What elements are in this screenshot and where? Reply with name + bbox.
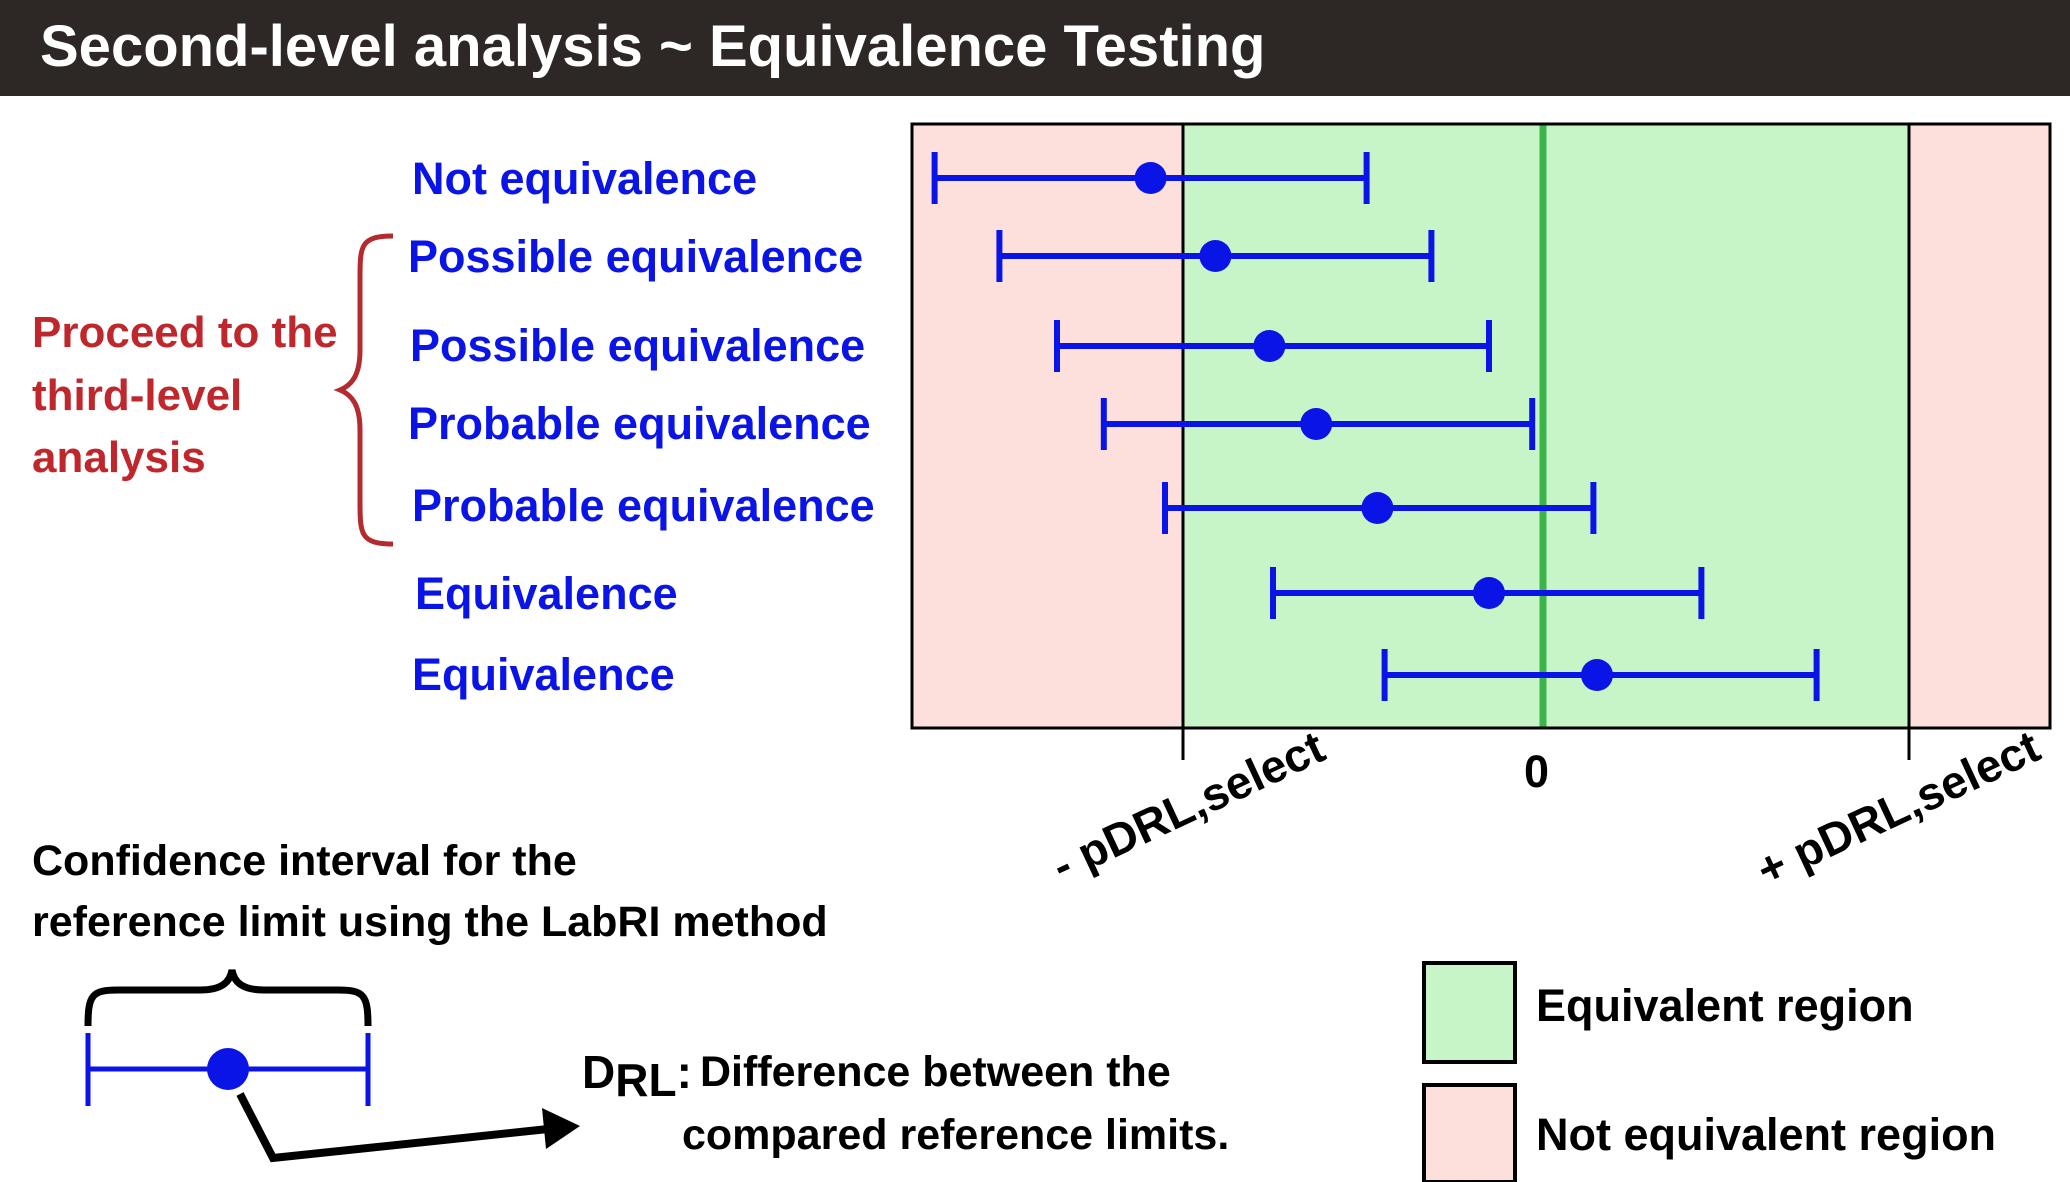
- interval-point: [1581, 659, 1613, 691]
- row-label: Probable equivalence: [408, 398, 871, 449]
- interval-point: [1199, 240, 1232, 272]
- legend-label: Equivalent region: [1536, 980, 1914, 1031]
- drl-definition-line: Difference between the: [700, 1048, 1171, 1096]
- proceed-note-line: Proceed to the: [32, 308, 338, 357]
- page-title: Second-level analysis ~ Equivalence Test…: [40, 14, 1266, 79]
- row-label: Equivalence: [415, 568, 678, 619]
- legend-label: Not equivalent region: [1536, 1109, 1997, 1160]
- row-label: Probable equivalence: [412, 480, 875, 531]
- proceed-note-line: analysis: [32, 433, 206, 482]
- proceed-bracket: [333, 233, 394, 547]
- row-label: Equivalence: [412, 649, 675, 700]
- interval-point: [1300, 408, 1333, 440]
- axis-label-zero: 0: [1524, 746, 1550, 797]
- interval-point: [1361, 492, 1394, 524]
- drl-definition-line: compared reference limits.: [682, 1111, 1230, 1159]
- plot-frame: [910, 122, 2052, 730]
- legend-swatch-not-equivalent: [1422, 1083, 1517, 1182]
- drl-colon: :: [676, 1046, 692, 1098]
- row-label: Possible equivalence: [408, 231, 864, 282]
- drl-label: DRL:: [582, 1044, 692, 1112]
- drl-arrow-head: [542, 1108, 580, 1149]
- ci-caption-line: reference limit using the LabRI method: [32, 898, 828, 946]
- title-bar: Second-level analysis ~ Equivalence Test…: [0, 0, 2070, 96]
- not-equivalent-region-right: [1909, 124, 2050, 728]
- proceed-note-line: third-level: [32, 371, 243, 420]
- ci-example-brace: [84, 969, 372, 1027]
- drl-symbol: D: [582, 1046, 616, 1098]
- drl-arrow-line: [236, 1092, 549, 1163]
- interval-marks: [931, 152, 1820, 701]
- row-label: Not equivalence: [412, 153, 758, 204]
- interval-point: [1253, 330, 1286, 362]
- ci-example-point: [207, 1048, 249, 1090]
- ci-caption-line: Confidence interval for the: [32, 837, 577, 885]
- interval-point: [1473, 577, 1505, 609]
- legend-swatch-equivalent: [1422, 961, 1517, 1064]
- interval-point: [1134, 162, 1167, 194]
- drl-subscript: RL: [615, 1054, 677, 1106]
- row-label: Possible equivalence: [410, 320, 866, 371]
